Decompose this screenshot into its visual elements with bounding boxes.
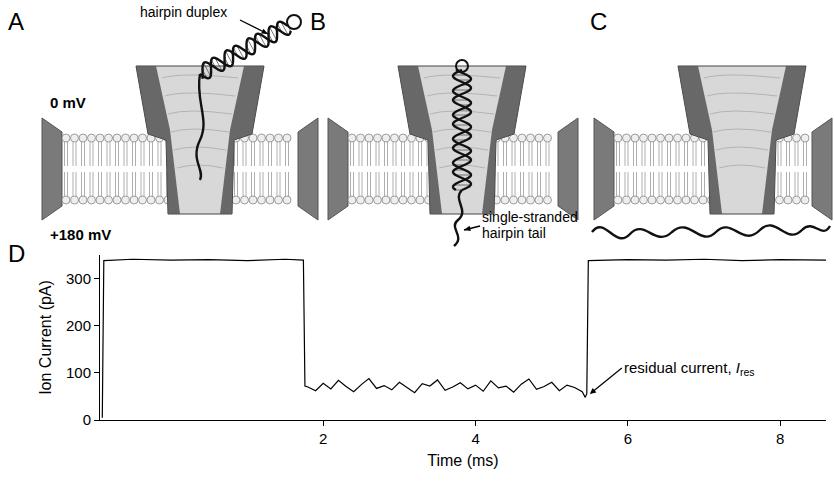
svg-text:hairpin tail: hairpin tail [482,225,546,241]
svg-text:100: 100 [66,364,91,381]
svg-text:C: C [590,8,607,35]
svg-text:4: 4 [471,430,479,447]
svg-text:2: 2 [319,430,327,447]
svg-text:Ion Current (pA): Ion Current (pA) [37,280,54,395]
svg-text:6: 6 [624,430,632,447]
svg-text:B: B [310,8,326,35]
svg-text:A: A [8,8,24,35]
svg-text:single-stranded: single-stranded [482,209,578,225]
svg-text:0: 0 [83,411,91,428]
svg-text:300: 300 [66,270,91,287]
svg-text:D: D [8,240,25,267]
svg-text:Time (ms): Time (ms) [427,452,498,469]
svg-text:residual current, I​res​: residual current, I​res​ [624,359,754,378]
svg-text:200: 200 [66,317,91,334]
svg-text:hairpin duplex: hairpin duplex [140,4,227,20]
svg-text:+180 mV: +180 mV [50,226,111,243]
svg-text:0 mV: 0 mV [50,94,86,111]
svg-text:8: 8 [776,430,784,447]
